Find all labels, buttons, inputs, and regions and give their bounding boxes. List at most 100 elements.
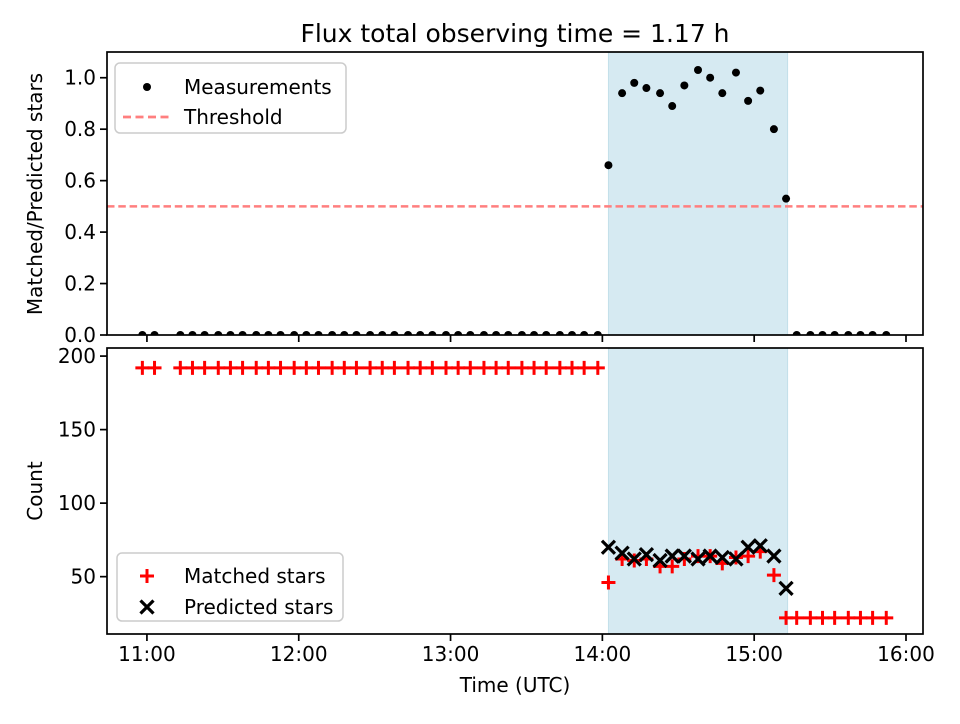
series-predicted-stars (600, 538, 794, 597)
matched-point (147, 360, 162, 375)
measurement-point (868, 331, 877, 335)
matched-point (527, 360, 542, 375)
matched-point (803, 610, 818, 625)
measurement-point (830, 331, 839, 335)
axes-border (106, 51, 924, 336)
measurement-point (328, 331, 337, 335)
predicted-point (626, 551, 642, 567)
measurement-point (416, 331, 425, 335)
predicted-point (728, 551, 744, 567)
matched-point (665, 559, 680, 574)
measurement-point (404, 331, 413, 335)
series-measurements (138, 66, 891, 335)
predicted-point (638, 546, 655, 563)
measurement-point (150, 331, 159, 335)
series-layer (135, 360, 894, 625)
matched-point (827, 610, 842, 625)
matched-point (273, 360, 288, 375)
predicted-point (676, 548, 692, 564)
legend-plus-marker (140, 569, 154, 583)
matched-point (249, 360, 264, 375)
measurement-point (214, 331, 223, 335)
measurement-point (680, 81, 689, 90)
measurement-point (378, 331, 387, 335)
chart-layers: 0.0 0.2 0.4 0.6 0.8 1.0 Measurements Threshold 1… (58, 51, 935, 666)
measurement-point (200, 331, 209, 335)
measurement-point (756, 86, 765, 95)
predicted-point (714, 549, 730, 566)
measurement-point (744, 96, 753, 105)
matched-point (197, 360, 212, 375)
series-layer (138, 66, 891, 335)
x-tick-label: 15:00 (725, 642, 783, 666)
y-tick-label: 200 (58, 344, 96, 368)
measurement-point (442, 331, 450, 335)
measurement-point (718, 89, 727, 98)
legend-count: Matched stars Predicted stars (116, 552, 344, 622)
y-tick-label: 0.0 (64, 323, 96, 347)
matched-point (841, 610, 856, 625)
matched-point (235, 360, 250, 375)
measurement-point (366, 331, 375, 335)
measurement-point (555, 331, 564, 335)
measurement-point (882, 331, 891, 335)
matched-point (261, 360, 276, 375)
matched-point (439, 360, 454, 375)
axes-border (106, 347, 924, 635)
measurement-point (238, 331, 247, 335)
measurement-point (568, 331, 577, 335)
matched-point (337, 360, 352, 375)
observing-window-shading (607, 347, 789, 635)
predicted-point (766, 548, 782, 564)
predicted-point (702, 548, 718, 564)
matched-point (375, 360, 390, 375)
matched-point (552, 360, 567, 375)
matched-point (363, 360, 378, 375)
measurement-point (466, 331, 475, 335)
measurement-point (792, 331, 801, 335)
measurement-point (188, 331, 197, 335)
measurement-point (340, 331, 349, 335)
matched-point (349, 360, 364, 375)
x-tick-label: 14:00 (574, 642, 632, 666)
predicted-point (664, 548, 680, 564)
predicted-point (600, 539, 617, 555)
matched-point (401, 360, 416, 375)
chart-title: Flux total observing time = 1.17 h (300, 19, 729, 48)
measurement-point (806, 331, 815, 335)
measurement-point (782, 194, 791, 203)
predicted-point (652, 552, 668, 569)
matched-point (387, 360, 402, 375)
matched-point (287, 360, 302, 375)
measurement-point (731, 68, 740, 77)
observing-window-shading (607, 51, 789, 336)
matched-point (223, 360, 238, 375)
measurement-point (252, 331, 261, 335)
y-tick-label: 0.2 (64, 272, 96, 296)
measurement-point (818, 331, 827, 335)
matched-point (451, 360, 466, 375)
predicted-point (614, 545, 630, 561)
matched-point (865, 610, 880, 625)
measurement-point (302, 331, 311, 335)
matched-point (853, 610, 868, 625)
measurement-point (290, 331, 299, 335)
matched-point (879, 610, 894, 625)
matched-point (601, 575, 616, 590)
measurement-point (706, 73, 715, 82)
predicted-point (740, 539, 756, 555)
x-tick-label: 13:00 (422, 642, 480, 666)
matched-point (789, 610, 804, 625)
y-tick-label: 1.0 (64, 66, 96, 90)
matched-point (425, 360, 440, 375)
measurement-point (314, 331, 323, 335)
legend-label: Measurements (184, 75, 332, 99)
measurement-point (642, 84, 651, 93)
measurement-point (530, 331, 539, 335)
predicted-point (778, 580, 794, 597)
measurement-point (276, 331, 285, 335)
matched-point (766, 568, 781, 583)
measurement-point (694, 66, 703, 75)
matched-point (476, 360, 491, 375)
